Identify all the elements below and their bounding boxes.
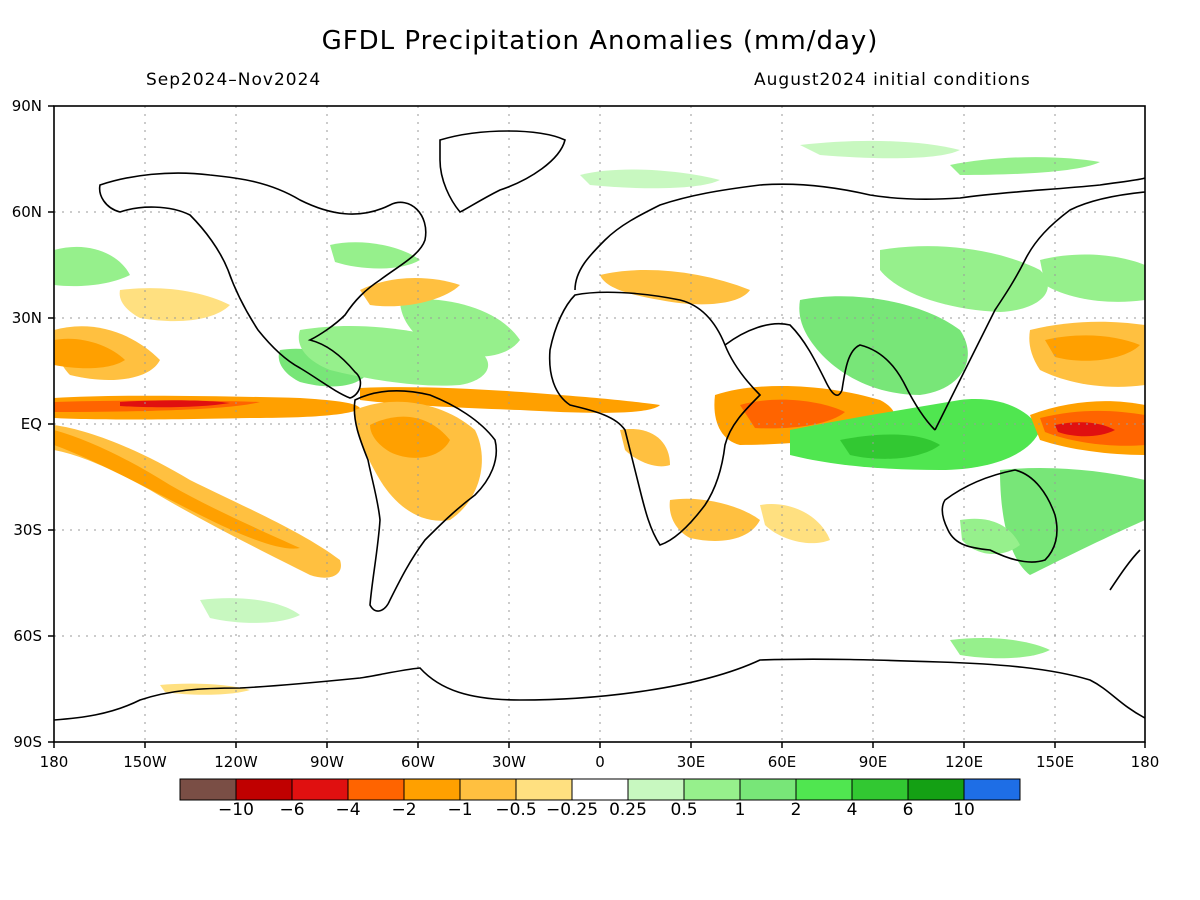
colorbar-swatch — [571, 778, 629, 801]
colorbar-tick-label: −0.25 — [545, 800, 599, 820]
lon-label: 30W — [492, 753, 526, 771]
longitude-labels: 180 150W 120W 90W 60W 30W 0 30E 60E 90E … — [40, 753, 1160, 771]
anomaly-fields — [54, 140, 1145, 695]
colorbar-tick-label: −2 — [391, 800, 417, 820]
lon-label: 60W — [401, 753, 435, 771]
lon-label: 180 — [1131, 753, 1160, 771]
lon-label: 0 — [595, 753, 605, 771]
latitude-labels: 90N 60N 30N EQ 30S 60S 90S — [12, 97, 42, 751]
lon-label: 120W — [214, 753, 258, 771]
colorbar — [179, 778, 1021, 801]
colorbar-swatch — [627, 778, 685, 801]
colorbar-swatch — [179, 778, 237, 801]
colorbar-swatch — [907, 778, 965, 801]
colorbar-tick-label: 0.25 — [609, 800, 647, 820]
map-title: GFDL Precipitation Anomalies (mm/day) — [321, 26, 879, 56]
lon-label: 90E — [859, 753, 888, 771]
lon-label: 90W — [310, 753, 344, 771]
lat-label: 60N — [12, 203, 42, 221]
forecast-period: Sep2024–Nov2024 — [146, 70, 322, 90]
colorbar-swatch — [739, 778, 797, 801]
colorbar-tick-label: −0.5 — [495, 800, 537, 820]
lat-label: 60S — [13, 627, 42, 645]
colorbar-tick-label: 1 — [734, 800, 746, 820]
graticule — [54, 106, 1145, 742]
colorbar-tick-label: −4 — [335, 800, 361, 820]
colorbar-swatch — [235, 778, 293, 801]
colorbar-swatch — [347, 778, 405, 801]
colorbar-tick-label: 0.5 — [670, 800, 698, 820]
lat-label: 90S — [13, 733, 42, 751]
initial-conditions: August2024 initial conditions — [754, 70, 1031, 90]
colorbar-swatch — [683, 778, 741, 801]
colorbar-swatch — [515, 778, 573, 801]
lon-label: 150E — [1036, 753, 1074, 771]
lat-label: 30N — [12, 309, 42, 327]
colorbar-tick-label: 6 — [902, 800, 914, 820]
atlantic-itcz-dry-band — [360, 387, 660, 413]
colorbar-swatch — [963, 778, 1021, 801]
colorbar-swatch — [459, 778, 517, 801]
lat-label: 90N — [12, 97, 42, 115]
lon-label: 120E — [945, 753, 983, 771]
lon-label: 30E — [677, 753, 706, 771]
colorbar-tick-label: 10 — [953, 800, 975, 820]
colorbar-swatch — [291, 778, 349, 801]
lat-label: EQ — [21, 415, 42, 433]
lon-label: 150W — [123, 753, 167, 771]
colorbar-swatch — [851, 778, 909, 801]
colorbar-tick-label: −10 — [218, 800, 254, 820]
lon-label: 60E — [768, 753, 797, 771]
colorbar-tick-label: 2 — [790, 800, 802, 820]
colorbar-tick-label: 4 — [846, 800, 858, 820]
colorbar-swatch — [795, 778, 853, 801]
lat-label: 30S — [13, 521, 42, 539]
coastlines — [54, 130, 1145, 721]
colorbar-swatch — [403, 778, 461, 801]
lon-label: 180 — [40, 753, 69, 771]
colorbar-tick-label: −6 — [279, 800, 305, 820]
colorbar-tick-label: −1 — [447, 800, 473, 820]
